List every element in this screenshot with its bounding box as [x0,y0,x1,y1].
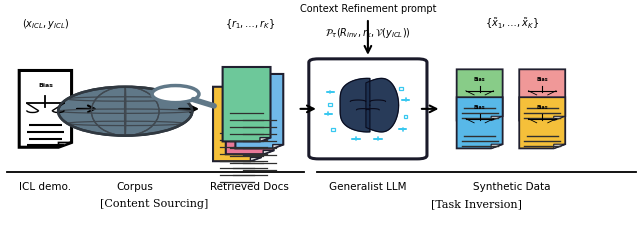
Text: Retrieved Docs: Retrieved Docs [211,182,289,192]
Polygon shape [223,67,271,141]
Text: Bias: Bias [536,77,548,82]
Text: $\{r_1, \ldots, r_K\}$: $\{r_1, \ldots, r_K\}$ [225,17,275,31]
Circle shape [329,91,332,93]
Circle shape [327,113,330,114]
Text: Bias: Bias [38,83,53,88]
Polygon shape [58,143,72,147]
Text: Bias: Bias [536,105,548,110]
Polygon shape [250,157,261,161]
Polygon shape [19,70,72,147]
Polygon shape [491,144,502,148]
Polygon shape [519,69,565,121]
Text: Synthetic Data: Synthetic Data [473,182,550,192]
Polygon shape [366,78,399,132]
Circle shape [401,129,404,130]
Polygon shape [457,97,502,148]
Polygon shape [263,150,274,154]
Circle shape [355,138,358,139]
Circle shape [58,87,192,136]
Polygon shape [519,97,565,148]
Polygon shape [226,80,274,154]
Text: $\{\tilde{x}_1, \ldots, \tilde{x}_K\}$: $\{\tilde{x}_1, \ldots, \tilde{x}_K\}$ [484,17,539,31]
Text: [Content Sourcing]: [Content Sourcing] [100,199,208,209]
Text: ICL demo.: ICL demo. [19,182,72,192]
Text: Bias: Bias [474,105,486,110]
Text: [Task Inversion]: [Task Inversion] [431,199,522,209]
Text: $(x_{ICL}, y_{ICL})$: $(x_{ICL}, y_{ICL})$ [22,17,69,31]
Polygon shape [213,87,261,161]
Circle shape [376,138,380,139]
Text: $\mathcal{P}_{\tau}(R_{inv}, r_k, \mathcal{V}(y_{ICL}))$: $\mathcal{P}_{\tau}(R_{inv}, r_k, \mathc… [325,26,411,40]
Polygon shape [491,116,502,121]
FancyBboxPatch shape [309,59,427,159]
Circle shape [152,86,199,103]
Polygon shape [457,69,502,121]
Polygon shape [236,74,284,148]
Polygon shape [340,78,370,132]
Circle shape [404,99,407,100]
Polygon shape [273,145,284,148]
Polygon shape [554,144,565,148]
Polygon shape [554,116,565,121]
Polygon shape [260,138,271,141]
Text: Corpus: Corpus [116,182,153,192]
Text: Bias: Bias [474,77,486,82]
Text: Generalist LLM: Generalist LLM [329,182,406,192]
Text: Context Refinement prompt: Context Refinement prompt [300,4,436,14]
